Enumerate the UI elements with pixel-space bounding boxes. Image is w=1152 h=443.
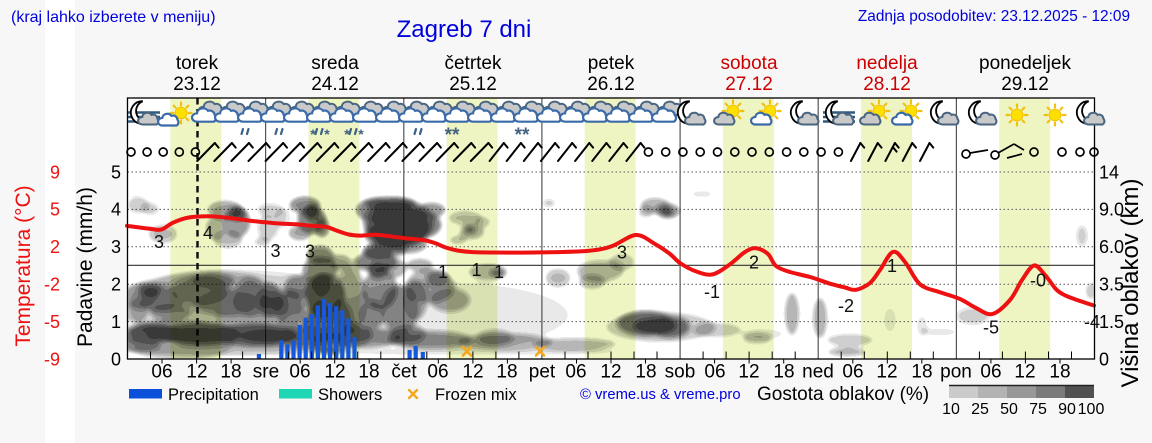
svg-text:18: 18: [635, 362, 656, 383]
svg-text:Showers: Showers: [318, 386, 382, 404]
svg-text:24.12: 24.12: [311, 74, 359, 95]
svg-text:18: 18: [773, 362, 794, 383]
svg-text:2: 2: [111, 275, 121, 295]
svg-text:06: 06: [427, 362, 448, 383]
svg-text:1: 1: [438, 262, 448, 282]
svg-text:4: 4: [111, 200, 121, 220]
svg-text:3: 3: [305, 241, 315, 261]
svg-text:0: 0: [1099, 349, 1109, 369]
svg-text:petek: petek: [588, 53, 635, 74]
svg-text:18: 18: [358, 362, 379, 383]
svg-text:torek: torek: [176, 53, 219, 74]
svg-text:10: 10: [942, 401, 960, 418]
svg-text:ned: ned: [802, 362, 834, 383]
svg-text:-9: -9: [44, 349, 60, 369]
svg-text:25: 25: [971, 401, 989, 418]
svg-text:28.12: 28.12: [863, 74, 911, 95]
svg-text:06: 06: [842, 362, 863, 383]
svg-text:06: 06: [151, 362, 172, 383]
svg-text:Frozen mix: Frozen mix: [435, 386, 517, 404]
svg-text:3: 3: [111, 237, 121, 257]
svg-text:12: 12: [600, 362, 621, 383]
svg-text:*: *: [310, 126, 316, 142]
svg-text:*: *: [358, 126, 364, 142]
svg-text:100: 100: [1078, 401, 1105, 418]
svg-text:1.5: 1.5: [1099, 312, 1124, 332]
svg-text:06: 06: [980, 362, 1001, 383]
svg-text:18: 18: [911, 362, 932, 383]
svg-text:18: 18: [220, 362, 241, 383]
svg-text:9.0: 9.0: [1099, 200, 1124, 220]
svg-text:12: 12: [186, 362, 207, 383]
svg-text:pon: pon: [940, 362, 972, 383]
svg-text:Zagreb 7 dni: Zagreb 7 dni: [397, 16, 532, 43]
svg-text:12: 12: [462, 362, 483, 383]
svg-text:18: 18: [1049, 362, 1070, 383]
svg-text:3: 3: [154, 232, 164, 252]
svg-text:2: 2: [50, 237, 60, 257]
svg-text:06: 06: [565, 362, 586, 383]
svg-text:*: *: [324, 126, 330, 142]
svg-text:12: 12: [738, 362, 759, 383]
svg-text:ponedeljek: ponedeljek: [979, 53, 1071, 74]
svg-text:26.12: 26.12: [587, 74, 635, 95]
svg-text:12: 12: [876, 362, 897, 383]
svg-text:12: 12: [324, 362, 345, 383]
svg-text:25.12: 25.12: [449, 74, 497, 95]
svg-text:9: 9: [50, 162, 60, 182]
svg-text:-4: -4: [1084, 312, 1100, 332]
svg-text:-5: -5: [44, 312, 60, 332]
svg-text:nedelja: nedelja: [856, 53, 918, 74]
svg-text:Precipitation: Precipitation: [168, 386, 259, 404]
svg-text:-0: -0: [1030, 271, 1046, 291]
svg-text:*: *: [344, 126, 350, 142]
svg-text:**: **: [515, 125, 530, 146]
svg-text:29.12: 29.12: [1001, 74, 1049, 95]
svg-text:3.5: 3.5: [1099, 275, 1124, 295]
svg-text:90: 90: [1058, 401, 1076, 418]
svg-text:1: 1: [494, 262, 504, 282]
svg-text:sobota: sobota: [720, 53, 777, 74]
svg-text:14: 14: [1099, 162, 1119, 182]
svg-text:Višina oblakov (km): Višina oblakov (km): [1117, 179, 1144, 388]
svg-text:-1: -1: [704, 282, 720, 302]
svg-text:23.12: 23.12: [173, 74, 221, 95]
svg-text:-2: -2: [838, 296, 854, 316]
svg-text:50: 50: [1000, 401, 1018, 418]
svg-text:3: 3: [270, 241, 280, 261]
svg-text:-2: -2: [44, 275, 60, 295]
svg-text:1: 1: [887, 256, 897, 276]
svg-text:sreda: sreda: [311, 53, 359, 74]
svg-text:četrtek: četrtek: [444, 53, 502, 74]
svg-text:sob: sob: [665, 362, 696, 383]
svg-text:Gostota oblakov (%): Gostota oblakov (%): [757, 384, 929, 405]
svg-text:06: 06: [704, 362, 725, 383]
svg-text:Temperatura (°C): Temperatura (°C): [12, 185, 35, 346]
svg-text:2: 2: [749, 253, 759, 273]
svg-text:5: 5: [111, 162, 121, 182]
svg-text:pet: pet: [529, 362, 556, 383]
svg-text:© vreme.us & vreme.pro: © vreme.us & vreme.pro: [580, 387, 741, 403]
svg-text:sre: sre: [253, 362, 279, 383]
svg-text:Zadnja posodobitev: 23.12.2025: Zadnja posodobitev: 23.12.2025 - 12:09: [858, 8, 1130, 25]
svg-text:12: 12: [1014, 362, 1035, 383]
svg-text:06: 06: [289, 362, 310, 383]
svg-text:**: **: [445, 125, 460, 146]
svg-text:3: 3: [617, 242, 627, 262]
svg-text:0: 0: [111, 349, 121, 369]
svg-text:75: 75: [1029, 401, 1047, 418]
svg-text:-5: -5: [983, 318, 999, 338]
svg-text:1: 1: [471, 260, 481, 280]
svg-text:18: 18: [496, 362, 517, 383]
svg-text:4: 4: [203, 223, 213, 243]
svg-text:27.12: 27.12: [725, 74, 773, 95]
svg-text:1: 1: [111, 312, 121, 332]
svg-text:6.0: 6.0: [1099, 237, 1124, 257]
svg-text:(kraj lahko izberete v meniju): (kraj lahko izberete v meniju): [11, 9, 216, 26]
svg-text:Padavine (mm/h): Padavine (mm/h): [74, 187, 97, 347]
svg-text:čet: čet: [391, 362, 417, 383]
svg-text:5: 5: [50, 200, 60, 220]
